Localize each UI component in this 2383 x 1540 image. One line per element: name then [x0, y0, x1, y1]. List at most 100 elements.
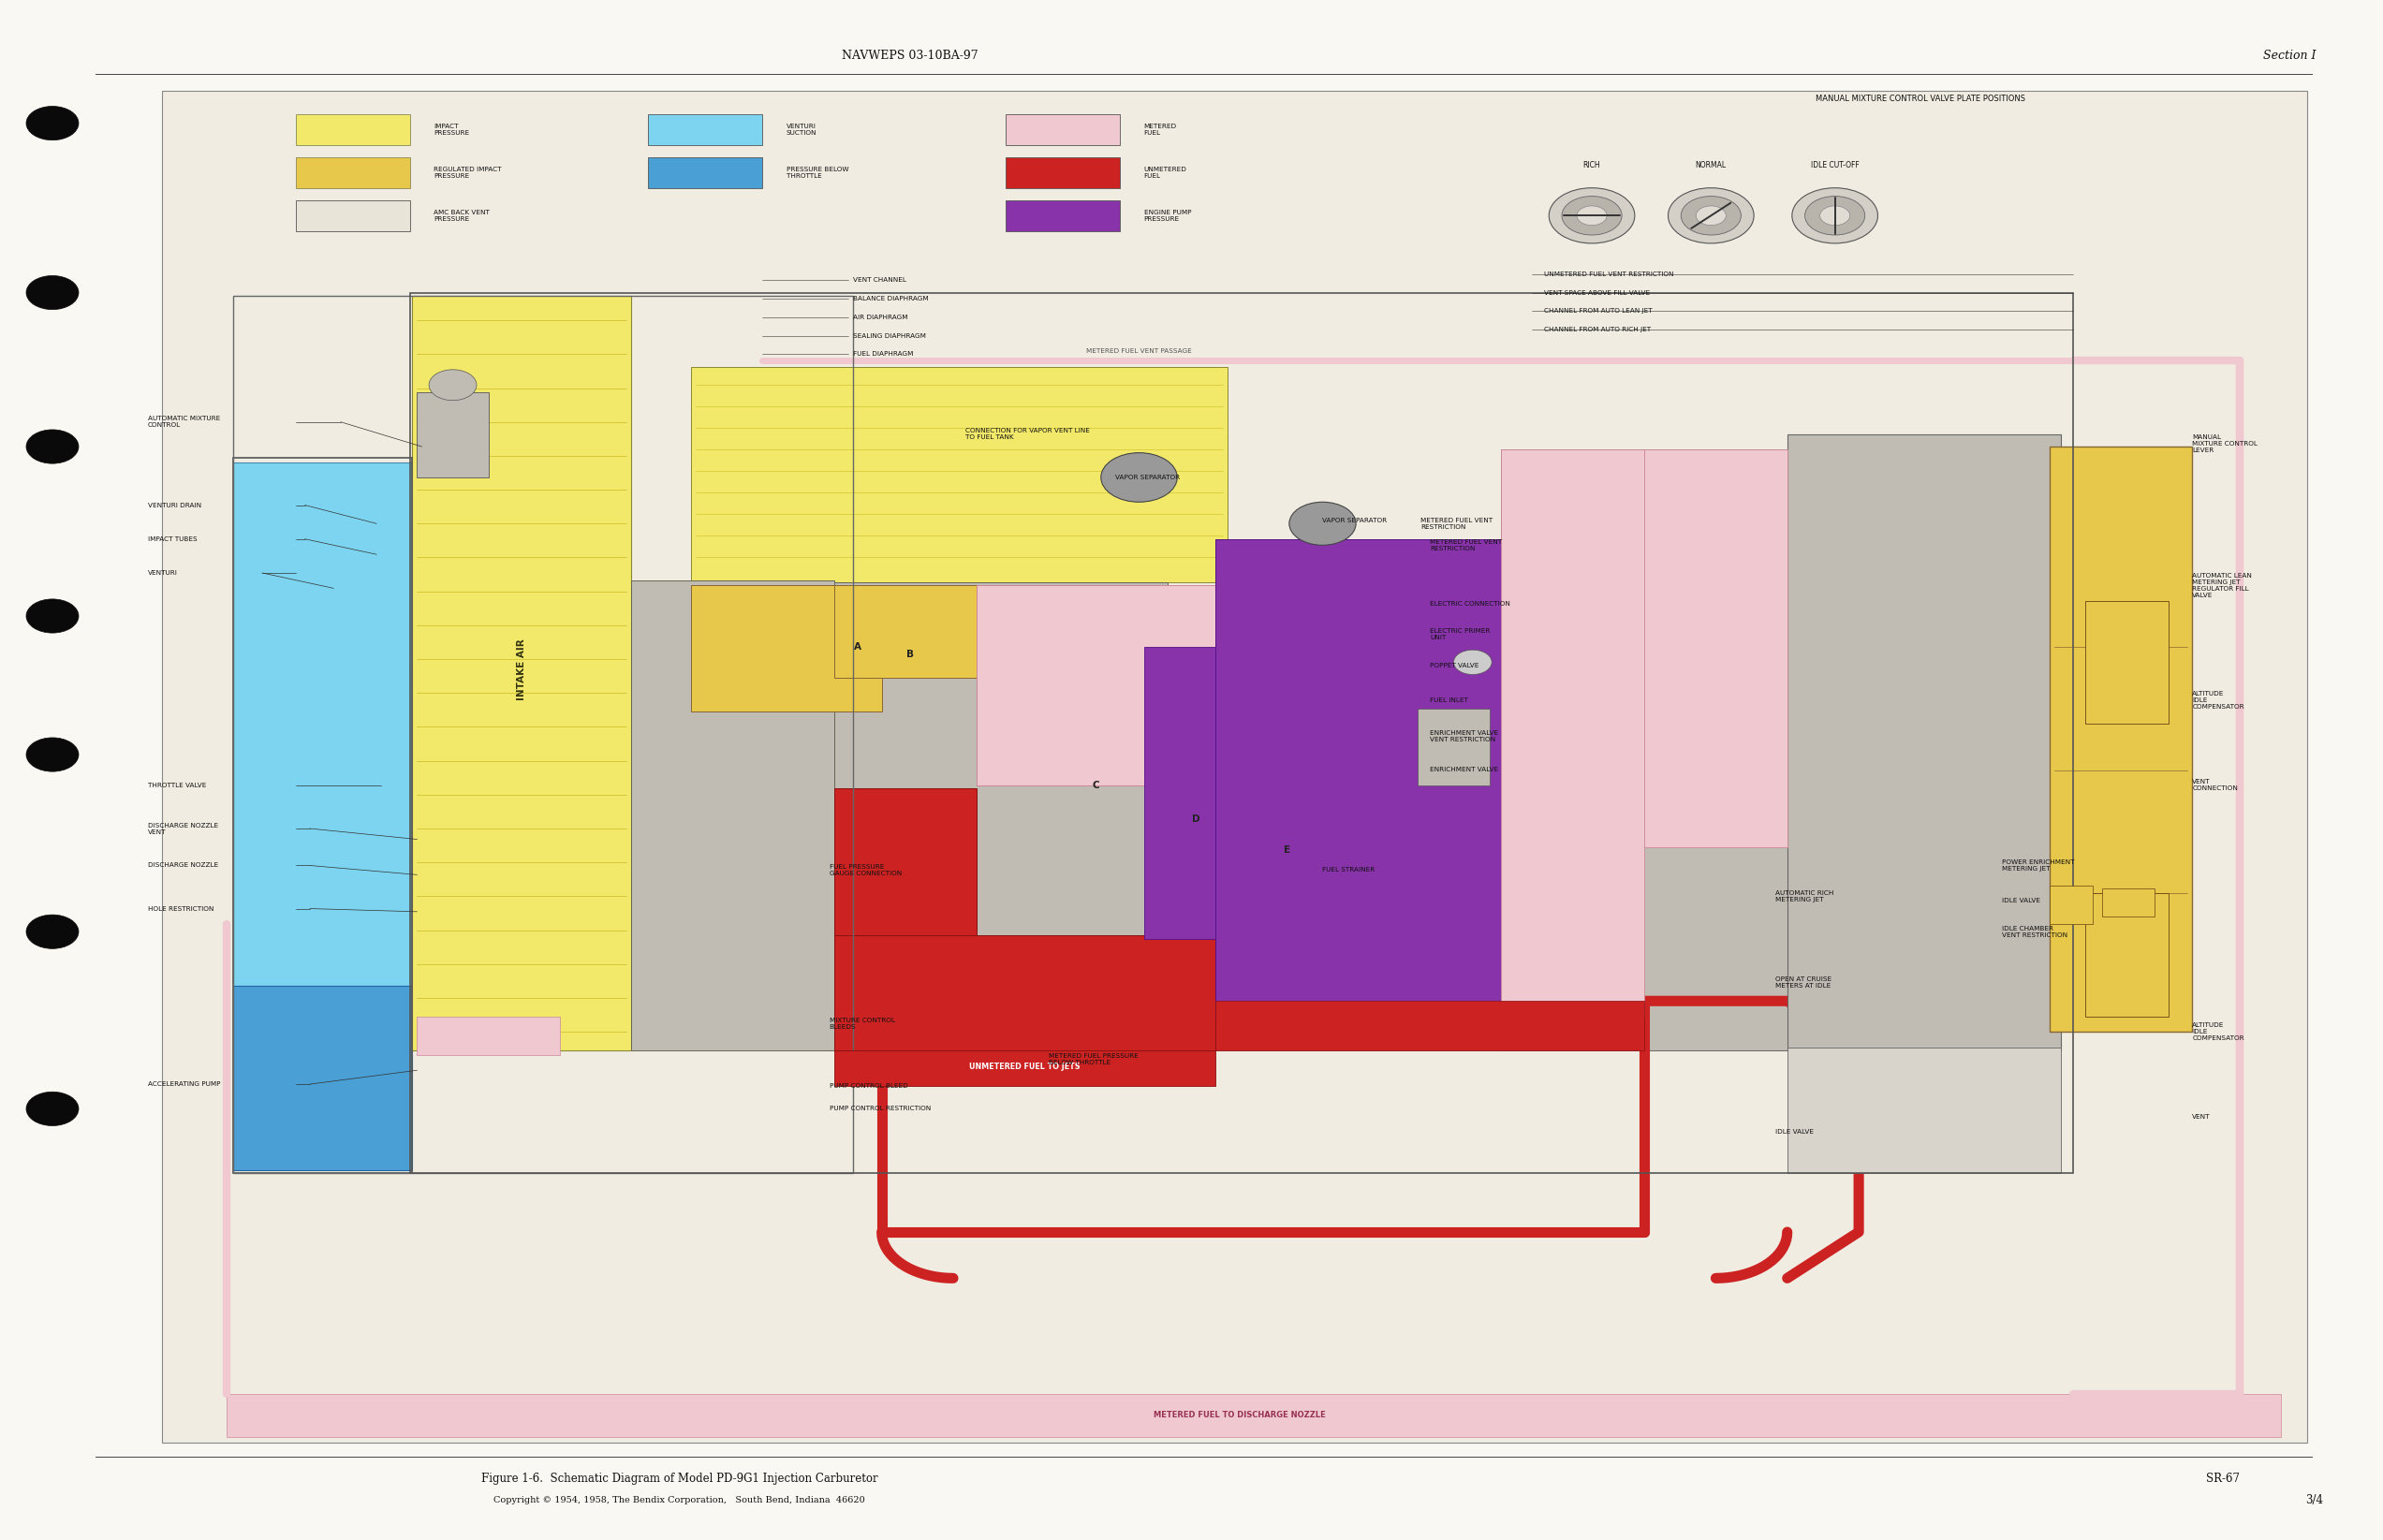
Text: D: D: [1192, 815, 1201, 824]
Text: ENRICHMENT VALVE: ENRICHMENT VALVE: [1430, 767, 1499, 773]
Circle shape: [1289, 502, 1356, 545]
FancyBboxPatch shape: [1006, 157, 1120, 188]
FancyBboxPatch shape: [834, 1050, 1215, 1086]
FancyBboxPatch shape: [2102, 889, 2154, 916]
FancyBboxPatch shape: [226, 1394, 2281, 1437]
FancyBboxPatch shape: [691, 585, 882, 711]
Circle shape: [1668, 188, 1754, 243]
Text: BALANCE DIAPHRAGM: BALANCE DIAPHRAGM: [853, 296, 929, 302]
Text: ELECTRIC PRIMER
UNIT: ELECTRIC PRIMER UNIT: [1430, 628, 1489, 641]
Text: E: E: [1284, 845, 1289, 855]
Text: VAPOR SEPARATOR: VAPOR SEPARATOR: [1323, 517, 1387, 524]
FancyBboxPatch shape: [1644, 450, 1787, 847]
Text: AMC BACK VENT
PRESSURE: AMC BACK VENT PRESSURE: [434, 209, 491, 222]
FancyBboxPatch shape: [648, 157, 763, 188]
Text: PUMP CONTROL RESTRICTION: PUMP CONTROL RESTRICTION: [829, 1106, 932, 1112]
FancyBboxPatch shape: [412, 296, 631, 1050]
Circle shape: [26, 599, 79, 633]
Text: DISCHARGE NOZZLE: DISCHARGE NOZZLE: [148, 862, 219, 869]
Text: REGULATED IMPACT
PRESSURE: REGULATED IMPACT PRESSURE: [434, 166, 500, 179]
Circle shape: [1101, 453, 1177, 502]
FancyBboxPatch shape: [2085, 893, 2169, 1016]
FancyBboxPatch shape: [295, 157, 410, 188]
FancyBboxPatch shape: [417, 1016, 560, 1055]
Text: FUEL PRESSURE
GAUGE CONNECTION: FUEL PRESSURE GAUGE CONNECTION: [829, 864, 901, 876]
Circle shape: [1821, 206, 1849, 225]
Circle shape: [1792, 188, 1878, 243]
Text: C: C: [1094, 781, 1099, 790]
FancyBboxPatch shape: [295, 200, 410, 231]
FancyBboxPatch shape: [417, 393, 489, 477]
FancyBboxPatch shape: [1215, 1016, 1501, 1050]
Text: A: A: [853, 642, 863, 651]
FancyBboxPatch shape: [1006, 200, 1120, 231]
Text: METERED
FUEL: METERED FUEL: [1144, 123, 1177, 136]
Text: POWER ENRICHMENT
METERING JET: POWER ENRICHMENT METERING JET: [2002, 859, 2073, 872]
Circle shape: [1549, 188, 1635, 243]
Text: VENT CHANNEL: VENT CHANNEL: [853, 277, 906, 283]
FancyBboxPatch shape: [234, 986, 412, 1170]
Text: METERED FUEL TO DISCHARGE NOZZLE: METERED FUEL TO DISCHARGE NOZZLE: [1153, 1411, 1325, 1420]
Text: B: B: [906, 650, 915, 659]
Text: OPEN AT CRUISE
METERS AT IDLE: OPEN AT CRUISE METERS AT IDLE: [1775, 976, 1833, 989]
Text: Copyright © 1954, 1958, The Bendix Corporation,   South Bend, Indiana  46620: Copyright © 1954, 1958, The Bendix Corpo…: [493, 1495, 865, 1505]
FancyBboxPatch shape: [162, 91, 2307, 1443]
Text: ACCELERATING PUMP: ACCELERATING PUMP: [148, 1081, 219, 1087]
Text: ELECTRIC CONNECTION: ELECTRIC CONNECTION: [1430, 601, 1511, 607]
Circle shape: [1578, 206, 1606, 225]
Circle shape: [429, 370, 477, 400]
Text: MANUAL
MIXTURE CONTROL
LEVER: MANUAL MIXTURE CONTROL LEVER: [2192, 434, 2257, 453]
Text: IMPACT TUBES: IMPACT TUBES: [148, 536, 198, 542]
FancyBboxPatch shape: [1144, 647, 1215, 939]
Text: AIR DIAPHRAGM: AIR DIAPHRAGM: [853, 314, 908, 320]
Text: MIXTURE CONTROL
BLEEDS: MIXTURE CONTROL BLEEDS: [829, 1018, 894, 1030]
FancyBboxPatch shape: [834, 788, 977, 935]
FancyBboxPatch shape: [1501, 450, 1644, 1016]
Text: ENGINE PUMP
PRESSURE: ENGINE PUMP PRESSURE: [1144, 209, 1192, 222]
Text: IDLE CHAMBER
VENT RESTRICTION: IDLE CHAMBER VENT RESTRICTION: [2002, 926, 2068, 938]
Text: UNMETERED FUEL TO JETS: UNMETERED FUEL TO JETS: [970, 1063, 1079, 1072]
Circle shape: [26, 1092, 79, 1126]
FancyBboxPatch shape: [1787, 434, 2061, 1050]
FancyBboxPatch shape: [2049, 447, 2192, 1032]
Circle shape: [26, 738, 79, 772]
Text: IDLE VALVE: IDLE VALVE: [2002, 898, 2040, 904]
Text: SEALING DIAPHRAGM: SEALING DIAPHRAGM: [853, 333, 927, 339]
FancyBboxPatch shape: [834, 935, 1215, 1050]
Text: CHANNEL FROM AUTO RICH JET: CHANNEL FROM AUTO RICH JET: [1544, 326, 1651, 333]
Text: ALTITUDE
IDLE
COMPENSATOR: ALTITUDE IDLE COMPENSATOR: [2192, 691, 2245, 710]
Text: VENTURI
SUCTION: VENTURI SUCTION: [786, 123, 817, 136]
FancyBboxPatch shape: [1006, 114, 1120, 145]
Text: VAPOR SEPARATOR: VAPOR SEPARATOR: [1115, 474, 1180, 480]
Circle shape: [1697, 206, 1725, 225]
FancyBboxPatch shape: [1215, 539, 1501, 1016]
Text: FUEL DIAPHRAGM: FUEL DIAPHRAGM: [853, 351, 913, 357]
Text: UNMETERED FUEL VENT RESTRICTION: UNMETERED FUEL VENT RESTRICTION: [1544, 271, 1673, 277]
Text: SR-67: SR-67: [2207, 1472, 2240, 1485]
FancyBboxPatch shape: [977, 585, 1215, 785]
Text: FUEL INLET: FUEL INLET: [1430, 698, 1468, 704]
Text: VENT
CONNECTION: VENT CONNECTION: [2192, 779, 2238, 792]
FancyBboxPatch shape: [2085, 601, 2169, 724]
FancyBboxPatch shape: [234, 462, 412, 986]
FancyBboxPatch shape: [295, 114, 410, 145]
Text: CHANNEL FROM AUTO LEAN JET: CHANNEL FROM AUTO LEAN JET: [1544, 308, 1651, 314]
Text: VENT SPACE ABOVE FILL VALVE: VENT SPACE ABOVE FILL VALVE: [1544, 290, 1649, 296]
Text: HOLE RESTRICTION: HOLE RESTRICTION: [148, 906, 214, 912]
Text: UNMETERED
FUEL: UNMETERED FUEL: [1144, 166, 1187, 179]
Circle shape: [26, 106, 79, 140]
Text: THROTTLE VALVE: THROTTLE VALVE: [148, 782, 207, 788]
Text: METERED FUEL VENT
RESTRICTION: METERED FUEL VENT RESTRICTION: [1420, 517, 1492, 530]
Text: METERED FUEL PRESSURE
BELOW THROTTLE: METERED FUEL PRESSURE BELOW THROTTLE: [1049, 1053, 1139, 1066]
Text: FUEL STRAINER: FUEL STRAINER: [1323, 867, 1375, 873]
Text: DISCHARGE NOZZLE
VENT: DISCHARGE NOZZLE VENT: [148, 822, 219, 835]
Text: NAVWEPS 03-10BA-97: NAVWEPS 03-10BA-97: [841, 49, 979, 62]
FancyBboxPatch shape: [1215, 1001, 1644, 1050]
FancyBboxPatch shape: [1787, 1047, 2061, 1173]
Text: RICH: RICH: [1582, 162, 1601, 169]
Text: MANUAL MIXTURE CONTROL VALVE PLATE POSITIONS: MANUAL MIXTURE CONTROL VALVE PLATE POSIT…: [1816, 94, 2026, 103]
Circle shape: [1680, 196, 1742, 236]
Text: AUTOMATIC RICH
METERING JET: AUTOMATIC RICH METERING JET: [1775, 890, 1835, 902]
Text: METERED FUEL VENT
RESTRICTION: METERED FUEL VENT RESTRICTION: [1430, 539, 1501, 551]
FancyBboxPatch shape: [691, 367, 1227, 582]
